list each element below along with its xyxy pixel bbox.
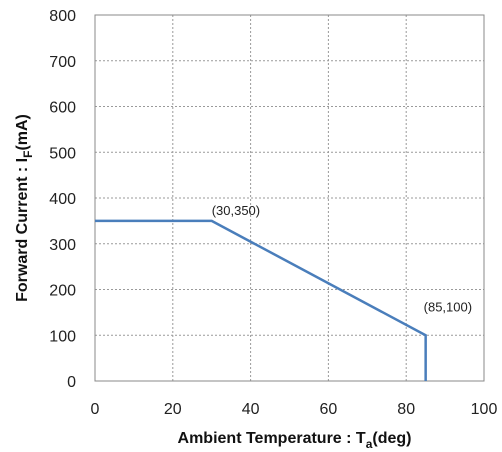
point-annotation: (30,350) [212,203,260,218]
grid [95,15,484,381]
annotations: (30,350) (85,100) [212,203,472,314]
y-tick-label: 800 [49,8,76,25]
x-tick-label: 0 [91,401,100,418]
x-tick-label: 20 [164,401,182,418]
y-axis-title-main: Forward Current : I [14,158,31,302]
y-axis-title: Forward Current : IF(mA) [14,114,35,302]
y-tick-label: 0 [67,374,76,391]
series-layer [95,219,427,381]
y-axis-ticks: 0 100 200 300 400 500 600 700 800 [49,8,76,391]
x-axis-title-sub: a [366,437,373,451]
x-tick-label: 80 [397,401,415,418]
x-axis-title-main: Ambient Temperature : T [178,430,366,447]
x-axis-title: Ambient Temperature : Ta(deg) [178,430,412,451]
y-tick-label: 700 [49,54,76,71]
y-tick-label: 400 [49,191,76,208]
y-axis-title-tail: (mA) [14,114,31,150]
x-tick-label: 40 [242,401,260,418]
series-line [95,219,427,381]
y-tick-label: 100 [49,328,76,345]
x-axis-ticks: 0 20 40 60 80 100 [91,401,498,418]
y-tick-label: 500 [49,145,76,162]
y-tick-label: 300 [49,237,76,254]
x-axis-title-tail: (deg) [372,430,411,447]
y-axis-title-sub: F [21,151,35,158]
x-tick-label: 100 [471,401,498,418]
y-tick-label: 600 [49,100,76,117]
point-annotation: (85,100) [424,299,472,314]
y-tick-label: 200 [49,283,76,300]
plot-area [94,14,485,382]
x-tick-label: 60 [320,401,338,418]
